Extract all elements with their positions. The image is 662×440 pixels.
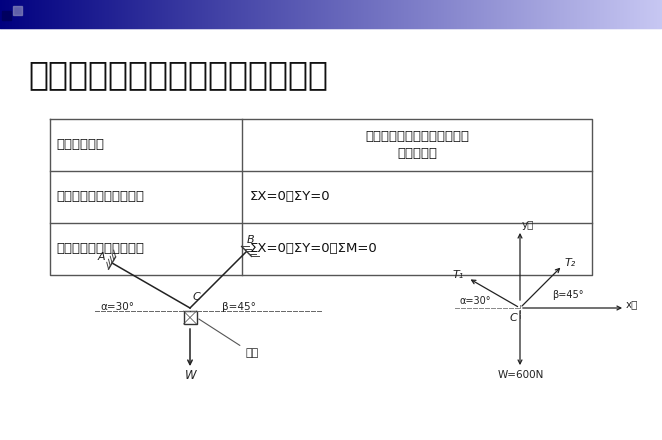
Text: y轴: y轴	[522, 220, 534, 230]
Text: 两个力大小相等，方向相反，: 两个力大小相等，方向相反，	[365, 130, 469, 143]
Text: 二力平衡条件: 二力平衡条件	[57, 138, 105, 151]
Text: C: C	[193, 292, 201, 302]
Text: β=45°: β=45°	[222, 302, 256, 312]
Text: ΣX=0，ΣY=0: ΣX=0，ΣY=0	[250, 190, 330, 203]
Bar	[13, 6, 22, 15]
Text: 平面汇交力系的平衡条件: 平面汇交力系的平衡条件	[57, 190, 145, 203]
Text: α=30°: α=30°	[100, 302, 134, 312]
Text: ΣX=0，ΣY=0，ΣM=0: ΣX=0，ΣY=0，ΣM=0	[250, 242, 377, 255]
Bar	[183, 311, 197, 324]
Text: 物体: 物体	[199, 319, 258, 358]
Text: x轴: x轴	[626, 299, 638, 309]
Text: 作用线重合: 作用线重合	[397, 147, 437, 160]
Bar	[2, 11, 11, 20]
Text: T₂: T₂	[565, 257, 576, 268]
Text: A: A	[98, 252, 106, 262]
Text: W: W	[185, 369, 197, 382]
Text: C: C	[510, 313, 518, 323]
Text: α=30°: α=30°	[460, 296, 491, 306]
Text: T₁: T₁	[452, 270, 463, 280]
Text: W=600N: W=600N	[498, 370, 544, 380]
Text: B: B	[246, 235, 254, 246]
Text: 掌握平面力系的平衡条件极其应用: 掌握平面力系的平衡条件极其应用	[28, 59, 328, 92]
Text: β=45°: β=45°	[552, 290, 583, 300]
Text: 一般平面力系的平衡条件: 一般平面力系的平衡条件	[57, 242, 145, 255]
